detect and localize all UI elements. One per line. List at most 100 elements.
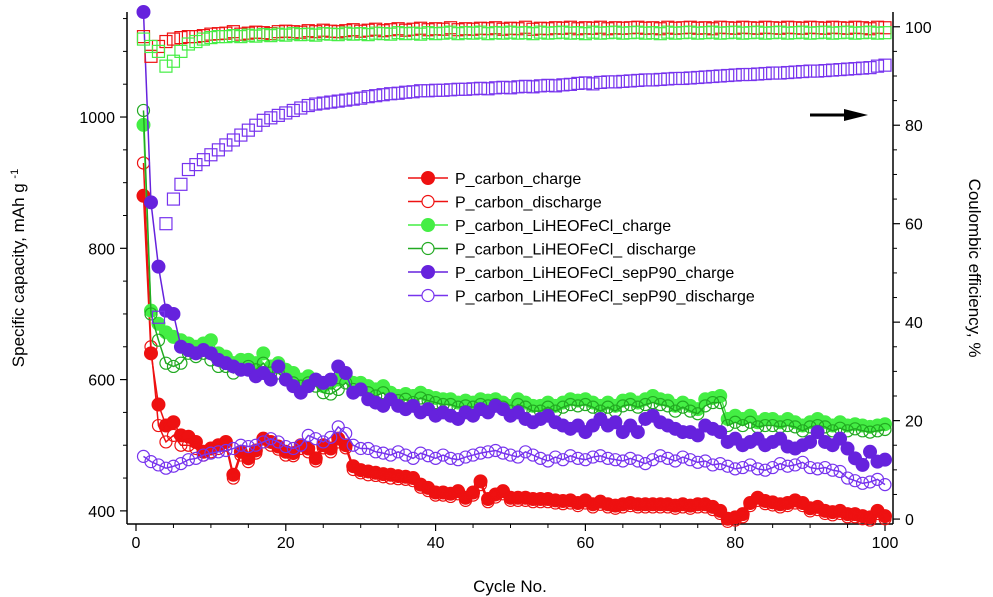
point [593,26,607,40]
point [556,497,570,511]
y2-tick-label: 80 [905,118,923,135]
point [751,493,765,507]
point [376,88,390,102]
point [556,25,570,39]
point [451,487,465,501]
point [668,71,682,86]
point [369,89,383,103]
point [526,448,540,462]
point [661,500,675,514]
point [189,451,203,465]
y-axis-title: Specific capacity, mAh g -1 [9,169,28,367]
point [668,454,682,468]
point [271,435,285,449]
point [384,448,398,462]
point [354,27,368,41]
point [166,32,181,46]
legend-item: P_carbon_LiHEOFeCl_sepP90_charge [408,265,734,282]
point [406,22,420,36]
point [593,449,607,463]
point [548,450,563,464]
point [743,458,757,472]
point [818,506,832,521]
point [279,106,293,120]
point [691,455,705,469]
point [870,424,885,438]
point [706,25,720,39]
point [781,418,795,433]
point [736,418,750,433]
point [511,26,525,40]
legend-label: P_carbon_charge [455,171,581,188]
point [683,453,697,467]
point [646,395,660,410]
point [189,441,203,456]
point [623,26,637,40]
point [803,434,818,449]
point [676,500,690,514]
point [571,76,585,90]
point [264,111,278,125]
point [608,501,622,515]
point [623,397,637,412]
point [136,32,151,46]
point [159,356,173,370]
point [668,404,682,418]
x-tick-label: 100 [872,535,899,552]
point [653,72,667,87]
point [638,457,652,471]
point [473,81,488,95]
point [751,67,765,81]
point [653,449,667,463]
point [796,25,810,39]
point [661,72,675,86]
point [683,404,697,418]
point [698,500,712,514]
point [458,450,473,464]
point [451,82,465,96]
point [608,415,623,430]
point [354,441,368,456]
point [638,21,652,35]
point [818,25,832,39]
right-axis-arrow-head [844,109,868,121]
point [436,448,450,462]
point [473,474,488,489]
point [766,498,780,512]
point [848,510,862,524]
point [563,397,578,412]
point [279,24,293,38]
point [346,462,360,477]
point [301,27,315,41]
point [548,79,563,93]
point [855,457,870,472]
point [503,448,518,462]
series-0 [136,188,892,526]
point [706,502,720,517]
series-1 [136,156,892,528]
legend-marker [421,288,435,303]
point [339,24,353,38]
point [781,499,795,513]
point [279,439,293,454]
point [481,445,495,459]
point [631,400,645,414]
point [271,27,285,41]
data-marks [136,5,892,528]
point [496,80,510,94]
point [443,25,458,39]
point [518,493,533,507]
point [796,64,810,79]
point [406,85,420,99]
point [758,418,772,433]
point [414,446,428,460]
point [151,397,166,412]
point [294,28,308,42]
point [571,399,585,413]
point [151,259,166,274]
point [526,495,540,509]
point [548,26,563,40]
point [848,474,862,488]
point [766,66,780,80]
point [256,435,270,449]
